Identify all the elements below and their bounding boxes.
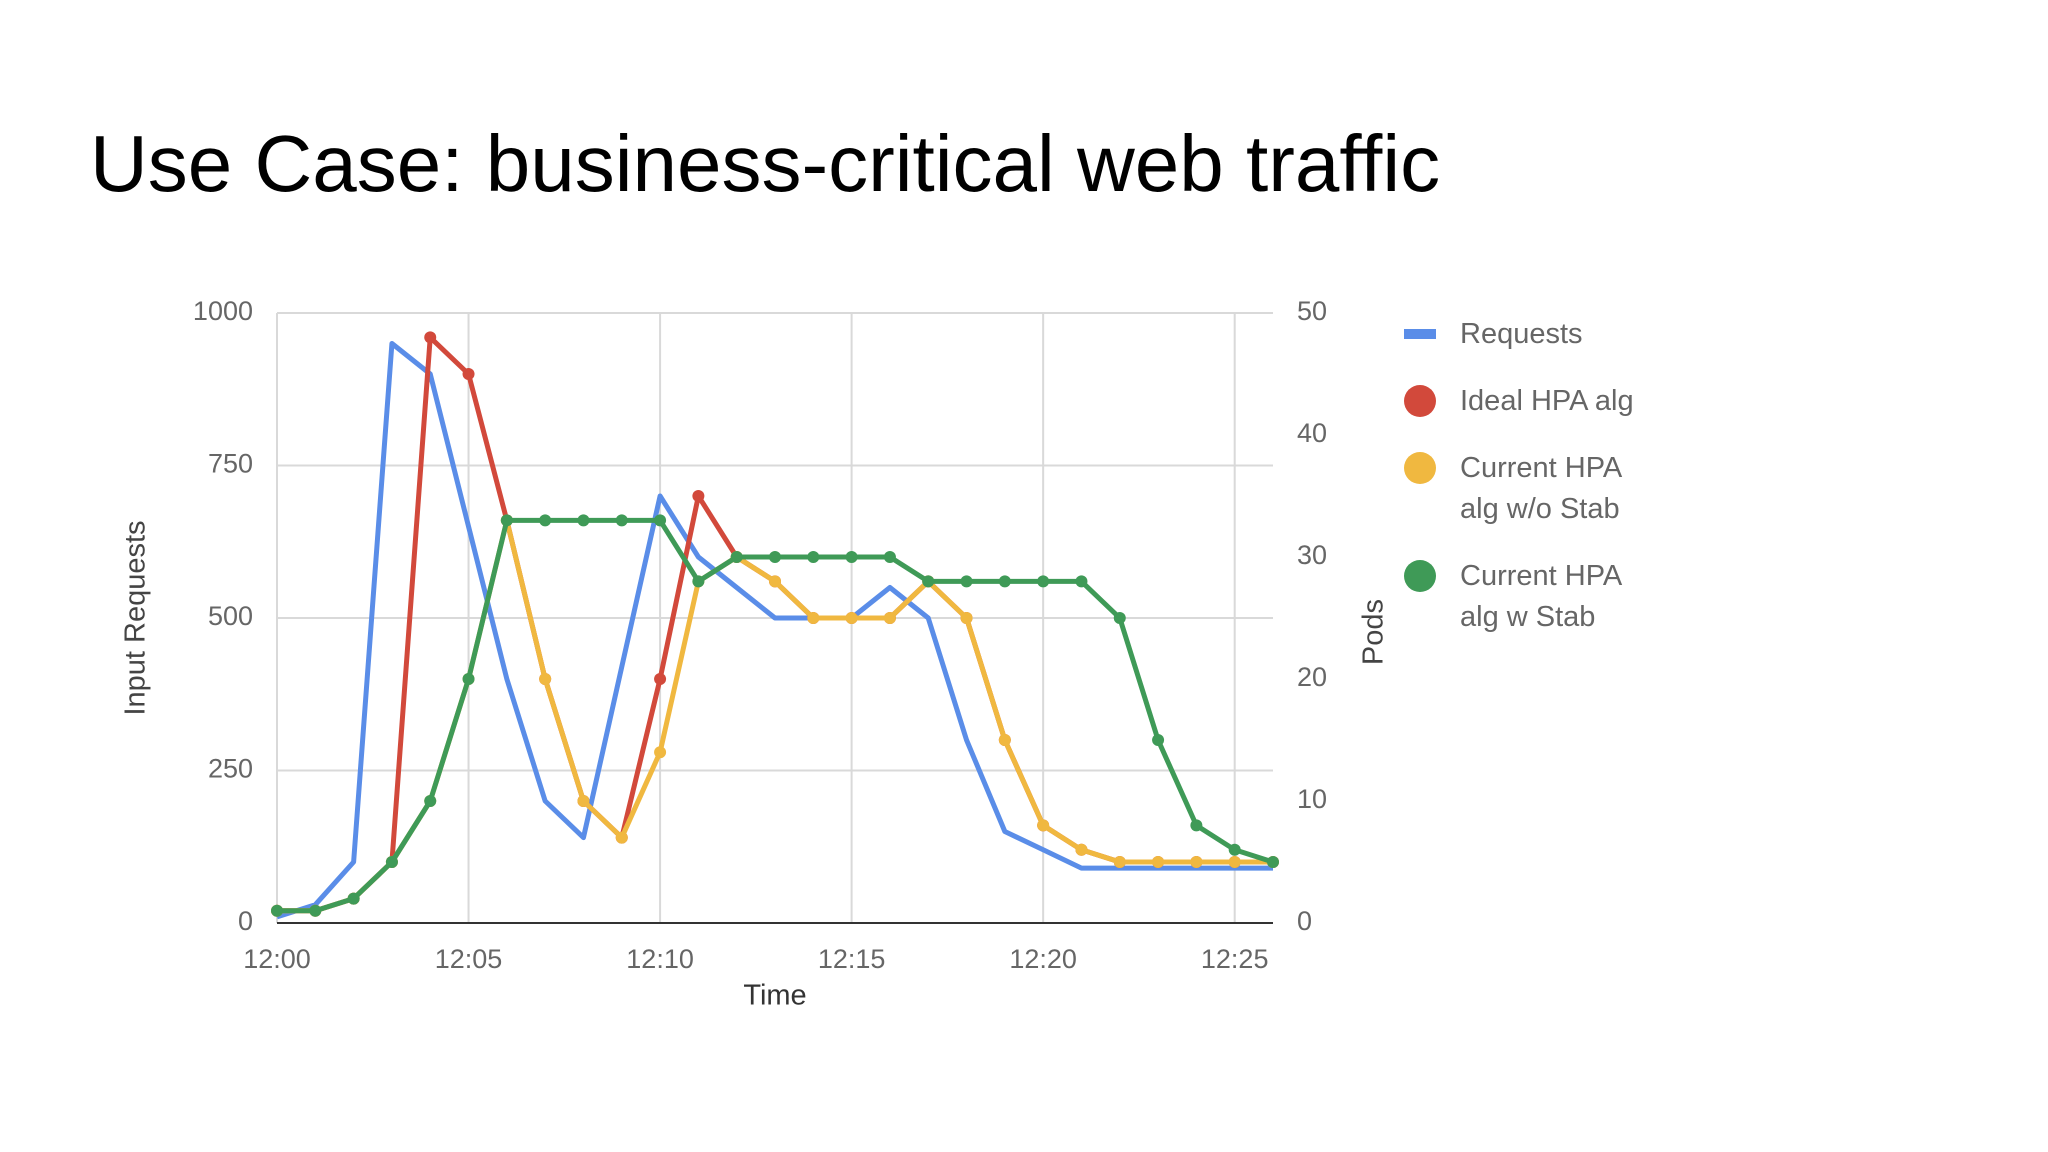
x-axis-title: Time bbox=[743, 980, 806, 1012]
y-tick-label: 0 bbox=[238, 906, 253, 936]
legend-swatch bbox=[1404, 452, 1436, 484]
data-point bbox=[1228, 843, 1241, 856]
legend-swatch bbox=[1404, 385, 1436, 417]
data-point bbox=[883, 612, 896, 624]
legend-key bbox=[1404, 318, 1436, 350]
y-tick-label: 250 bbox=[208, 754, 253, 784]
data-point bbox=[845, 612, 858, 624]
data-point bbox=[577, 514, 590, 527]
y-tick-label: 750 bbox=[208, 449, 253, 479]
data-point bbox=[960, 612, 973, 624]
data-point bbox=[577, 795, 590, 807]
data-point bbox=[462, 673, 475, 685]
legend-item: Current HPA alg w/o Stab bbox=[1404, 448, 1660, 530]
y2-tick-label: 30 bbox=[1297, 540, 1327, 570]
data-point bbox=[615, 514, 628, 527]
data-point bbox=[1037, 575, 1050, 588]
series-line bbox=[276, 341, 1273, 920]
y-axis-title: Input Requests bbox=[120, 520, 152, 715]
data-point bbox=[1113, 612, 1126, 624]
x-tick-label: 12:15 bbox=[818, 944, 886, 974]
data-point bbox=[998, 575, 1011, 588]
data-point bbox=[1113, 856, 1126, 868]
data-point bbox=[1152, 856, 1165, 868]
data-point bbox=[1190, 856, 1203, 868]
y2-tick-label: 50 bbox=[1297, 296, 1327, 326]
legend-item: Current HPA alg w Stab bbox=[1404, 556, 1660, 638]
legend-label: Ideal HPA alg bbox=[1460, 385, 1634, 417]
legend-label: Current HPA alg w/o Stab bbox=[1460, 452, 1621, 525]
data-point bbox=[1037, 819, 1050, 832]
data-point bbox=[922, 575, 935, 588]
x-tick-label: 12:00 bbox=[243, 944, 311, 974]
legend-item: Requests bbox=[1404, 314, 1660, 355]
x-tick-label: 12:25 bbox=[1201, 944, 1269, 974]
data-point bbox=[462, 368, 475, 380]
data-point bbox=[730, 551, 743, 563]
legend-label: Current HPA alg w Stab bbox=[1460, 560, 1621, 633]
data-point bbox=[1228, 856, 1241, 868]
x-tick-label: 12:05 bbox=[435, 944, 503, 974]
data-point bbox=[654, 514, 667, 527]
y2-tick-label: 20 bbox=[1297, 662, 1327, 692]
data-point bbox=[654, 673, 667, 685]
data-point bbox=[1152, 734, 1165, 746]
data-point bbox=[692, 575, 705, 588]
data-point bbox=[500, 514, 513, 527]
y2-tick-label: 10 bbox=[1297, 784, 1327, 814]
data-point bbox=[807, 551, 820, 563]
data-point bbox=[1075, 575, 1088, 588]
legend-swatch bbox=[1404, 329, 1436, 339]
legend-swatch bbox=[1404, 560, 1436, 592]
data-point bbox=[883, 551, 896, 563]
data-point bbox=[385, 856, 398, 868]
legend-key bbox=[1404, 452, 1436, 484]
legend-item: Ideal HPA alg bbox=[1404, 381, 1660, 422]
x-tick-label: 12:20 bbox=[1009, 944, 1077, 974]
data-point bbox=[769, 551, 781, 563]
data-point bbox=[1075, 843, 1088, 856]
y2-tick-label: 0 bbox=[1297, 906, 1312, 936]
x-tick-label: 12:10 bbox=[626, 944, 694, 974]
data-point bbox=[424, 331, 437, 344]
legend-label: Requests bbox=[1460, 318, 1583, 350]
data-point bbox=[654, 746, 667, 759]
legend-key bbox=[1404, 560, 1436, 592]
data-point bbox=[539, 514, 552, 527]
data-point bbox=[309, 904, 322, 917]
data-point bbox=[1267, 856, 1279, 868]
y2-tick-label: 40 bbox=[1297, 418, 1327, 448]
data-point bbox=[539, 673, 552, 685]
slide-title: Use Case: business-critical web traffic bbox=[90, 119, 1441, 208]
data-point bbox=[845, 551, 858, 563]
data-point bbox=[1190, 819, 1203, 832]
data-point bbox=[615, 831, 628, 844]
data-point bbox=[960, 575, 973, 588]
data-point bbox=[998, 734, 1011, 746]
data-point bbox=[347, 892, 360, 905]
y-tick-label: 1000 bbox=[193, 296, 253, 326]
data-point bbox=[692, 490, 705, 502]
data-point bbox=[807, 612, 820, 624]
y-tick-label: 500 bbox=[208, 601, 253, 631]
data-point bbox=[424, 795, 437, 807]
data-point bbox=[271, 904, 283, 917]
legend-key bbox=[1404, 385, 1436, 417]
y2-axis-title: Pods bbox=[1358, 599, 1390, 665]
data-point bbox=[769, 575, 781, 588]
